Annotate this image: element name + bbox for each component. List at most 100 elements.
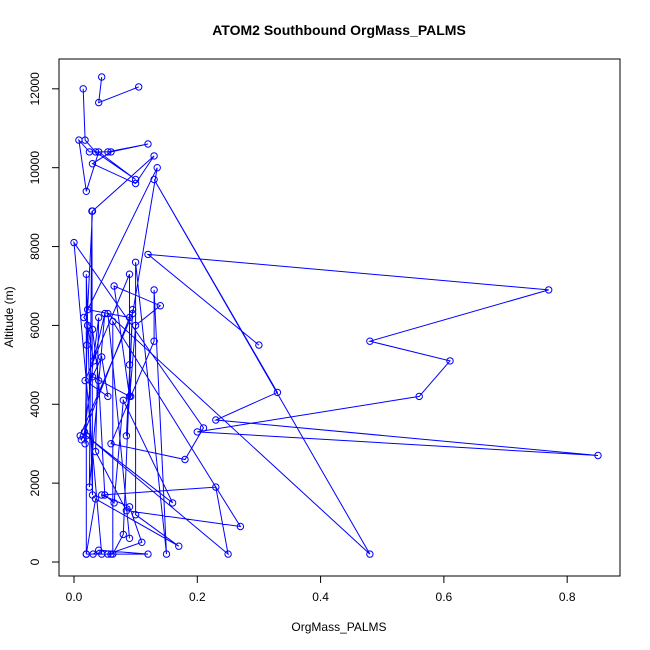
x-tick-label: 0.8 <box>559 590 576 604</box>
data-point <box>366 337 374 345</box>
data-point <box>88 491 97 499</box>
data-point <box>98 353 106 361</box>
data-point <box>80 313 88 322</box>
data-point <box>415 392 423 401</box>
data-point <box>79 85 87 93</box>
data-point <box>131 175 140 184</box>
data-point <box>144 140 152 148</box>
data-point <box>131 179 140 188</box>
data-point <box>85 483 94 491</box>
data-point <box>125 534 134 542</box>
data-point <box>88 373 97 381</box>
data-point <box>131 321 140 330</box>
data-point <box>104 148 112 156</box>
data-point <box>95 376 103 385</box>
data-point <box>156 302 165 310</box>
data-point <box>162 550 171 558</box>
data-point <box>545 286 553 294</box>
data-point <box>107 440 115 448</box>
data-point <box>90 357 98 365</box>
y-tick-label: 12000 <box>28 72 42 106</box>
data-point <box>594 451 602 460</box>
data-point <box>80 428 89 436</box>
data-point <box>82 550 91 558</box>
y-tick-label: 2000 <box>28 469 42 496</box>
data-point <box>83 305 92 314</box>
data-point <box>95 98 103 107</box>
series-line <box>107 179 599 555</box>
data-point <box>81 376 89 385</box>
data-point <box>81 440 89 448</box>
series-2 <box>95 73 143 107</box>
data-point <box>212 483 220 491</box>
data-point <box>212 416 220 424</box>
data-point <box>150 286 158 294</box>
data-point <box>70 238 78 247</box>
data-point <box>95 313 103 322</box>
data-point <box>131 258 140 266</box>
x-tick-label: 0.6 <box>436 590 453 604</box>
data-point <box>224 550 232 558</box>
data-point <box>181 455 189 464</box>
data-point <box>82 187 91 196</box>
data-point <box>104 309 112 318</box>
data-point <box>110 499 118 507</box>
data-point <box>101 491 109 499</box>
data-point <box>91 447 100 456</box>
data-point <box>168 499 177 507</box>
data-point <box>85 148 94 156</box>
data-point <box>98 550 106 558</box>
data-point <box>82 270 91 278</box>
data-point <box>95 148 103 156</box>
data-point <box>135 83 143 91</box>
series-1 <box>70 85 245 558</box>
data-point <box>107 148 115 156</box>
data-point <box>119 530 128 539</box>
data-point <box>150 337 158 345</box>
x-tick-label: 0.2 <box>189 590 206 604</box>
data-point <box>193 428 202 436</box>
data-point <box>104 392 112 401</box>
x-tick-label: 0.0 <box>66 590 83 604</box>
series-3 <box>104 175 602 558</box>
data-point <box>446 357 454 365</box>
data-point <box>75 136 83 144</box>
data-point <box>236 522 245 531</box>
series-line <box>98 76 139 104</box>
data-point <box>125 270 134 278</box>
y-tick-label: 6000 <box>28 312 42 339</box>
data-point <box>131 511 140 519</box>
data-point <box>128 305 137 314</box>
y-tick-label: 10000 <box>28 151 42 185</box>
y-tick-label: 4000 <box>28 391 42 418</box>
data-point <box>138 538 146 546</box>
plot-frame <box>58 58 621 577</box>
data-point <box>144 250 152 259</box>
series-layer <box>70 73 602 558</box>
data-point <box>128 309 137 318</box>
data-point <box>77 436 86 444</box>
y-tick-label: 8000 <box>28 233 42 260</box>
series-line <box>73 88 242 556</box>
data-point <box>83 341 91 349</box>
data-point <box>175 542 183 550</box>
data-point <box>83 321 92 330</box>
x-axis-label: OrgMass_PALMS <box>291 620 386 634</box>
y-tick-label: 0 <box>28 558 42 565</box>
data-point <box>82 432 91 440</box>
data-point <box>144 550 152 558</box>
x-tick-label: 0.4 <box>312 590 329 604</box>
data-point <box>273 388 282 397</box>
data-point <box>122 432 131 440</box>
data-point <box>88 325 97 334</box>
data-point <box>88 160 97 168</box>
data-point <box>98 491 106 499</box>
data-point <box>153 164 161 172</box>
data-point <box>150 175 158 184</box>
data-point <box>109 550 117 558</box>
y-axis-label: Altitude (m) <box>2 286 16 347</box>
chart-title: ATOM2 Southbound OrgMass_PALMS <box>212 22 466 38</box>
data-point <box>125 361 134 369</box>
data-point <box>127 392 135 401</box>
